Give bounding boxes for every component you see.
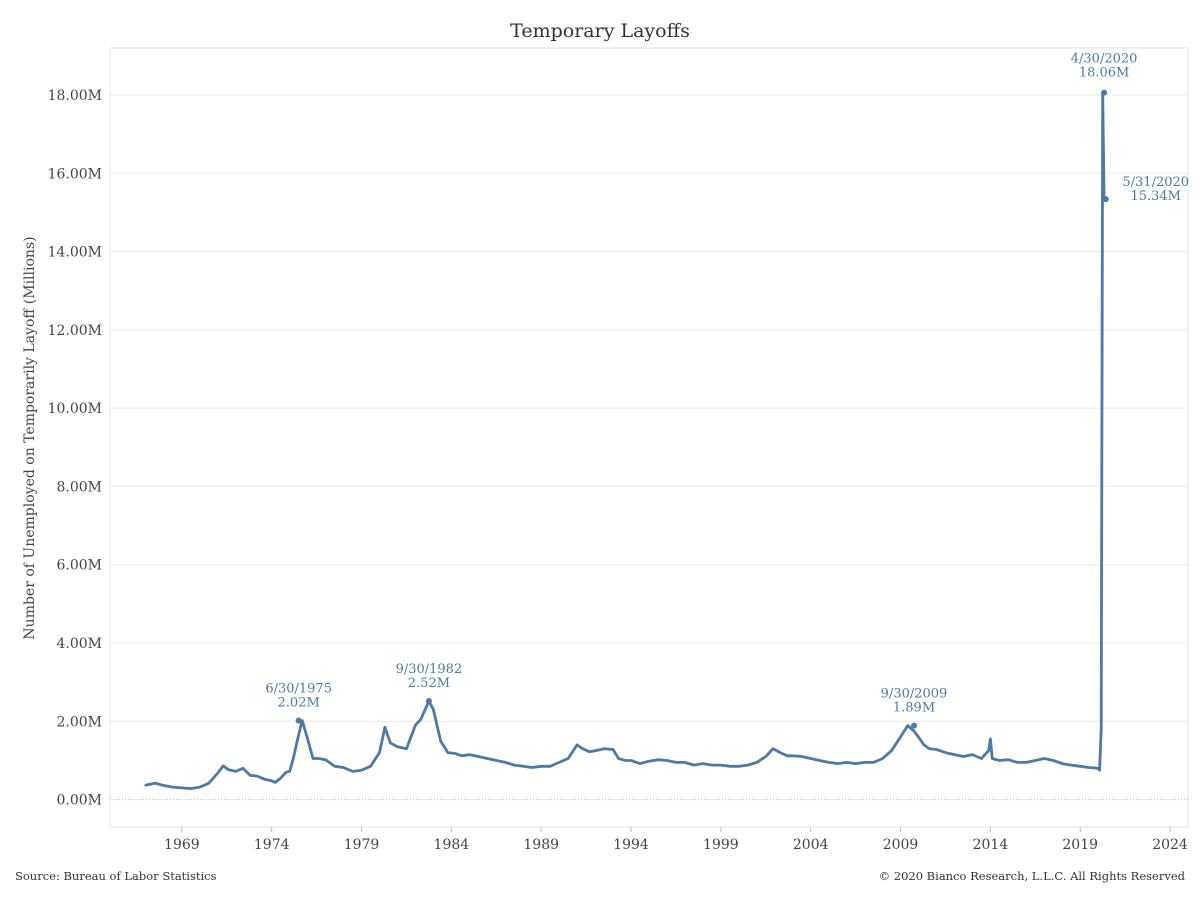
annotation-point: [295, 717, 302, 724]
gridlines: [110, 94, 1188, 801]
annotation-point: [425, 697, 432, 704]
plot-area: [109, 47, 1189, 828]
y-axis-ticks: 0.00M 2.00M 4.00M 6.00M 8.00M 10.00M 12.00M 14.…: [48, 88, 102, 809]
annotation-date: 9/30/2009: [881, 687, 948, 702]
y-tick-label: 0.00M: [56, 793, 102, 809]
y-tick-label: 16.00M: [48, 166, 102, 182]
annotation-point: [1102, 196, 1109, 203]
annotation-value: 18.06M: [1079, 66, 1130, 81]
x-tick-label: 1989: [523, 837, 559, 853]
x-tick-label: 2014: [973, 837, 1009, 853]
y-tick-label: 6.00M: [56, 558, 102, 574]
y-tick-label: 10.00M: [48, 401, 102, 417]
y-tick-label: 18.00M: [48, 88, 102, 104]
x-tick-label: 1994: [613, 837, 649, 853]
copyright-note: © 2020 Bianco Research, L.L.C. All Right…: [879, 869, 1186, 883]
annotation-date: 5/31/2020: [1122, 175, 1189, 190]
x-tick-label: 2009: [883, 837, 919, 853]
y-tick-label: 12.00M: [48, 323, 102, 339]
annotation-value: 15.34M: [1130, 189, 1181, 204]
annotation-value: 1.89M: [893, 701, 935, 716]
annotation-date: 6/30/1975: [265, 682, 332, 697]
x-tick-label: 2019: [1062, 837, 1098, 853]
annotation-point: [911, 722, 918, 729]
series-line-temporary-layoffs: [144, 91, 1108, 790]
x-tick-label: 2024: [1152, 837, 1188, 853]
x-tick-label: 1984: [434, 837, 470, 853]
x-axis-ticks: 1969 1974 1979 1984 1989 1994 1999 2004 2009 2014…: [164, 827, 1188, 853]
annotation-date: 9/30/1982: [396, 662, 463, 677]
y-axis-label: Number of Unemployed on Temporarily Layo…: [22, 236, 38, 639]
x-tick-label: 1974: [254, 837, 290, 853]
x-tick-label: 1969: [164, 837, 200, 853]
y-tick-label: 2.00M: [56, 714, 102, 730]
chart-title: Temporary Layoffs: [510, 20, 690, 42]
annotation-date: 4/30/2020: [1071, 52, 1138, 67]
x-tick-label: 2004: [793, 837, 829, 853]
annotation-point: [1101, 89, 1108, 96]
annotation-value: 2.52M: [408, 676, 450, 691]
annotation-value: 2.02M: [278, 696, 320, 711]
y-tick-label: 14.00M: [48, 245, 102, 261]
source-note: Source: Bureau of Labor Statistics: [15, 869, 217, 883]
y-tick-label: 8.00M: [56, 479, 102, 495]
y-tick-label: 4.00M: [56, 636, 102, 652]
x-tick-label: 1979: [344, 837, 380, 853]
x-tick-label: 1999: [703, 837, 739, 853]
